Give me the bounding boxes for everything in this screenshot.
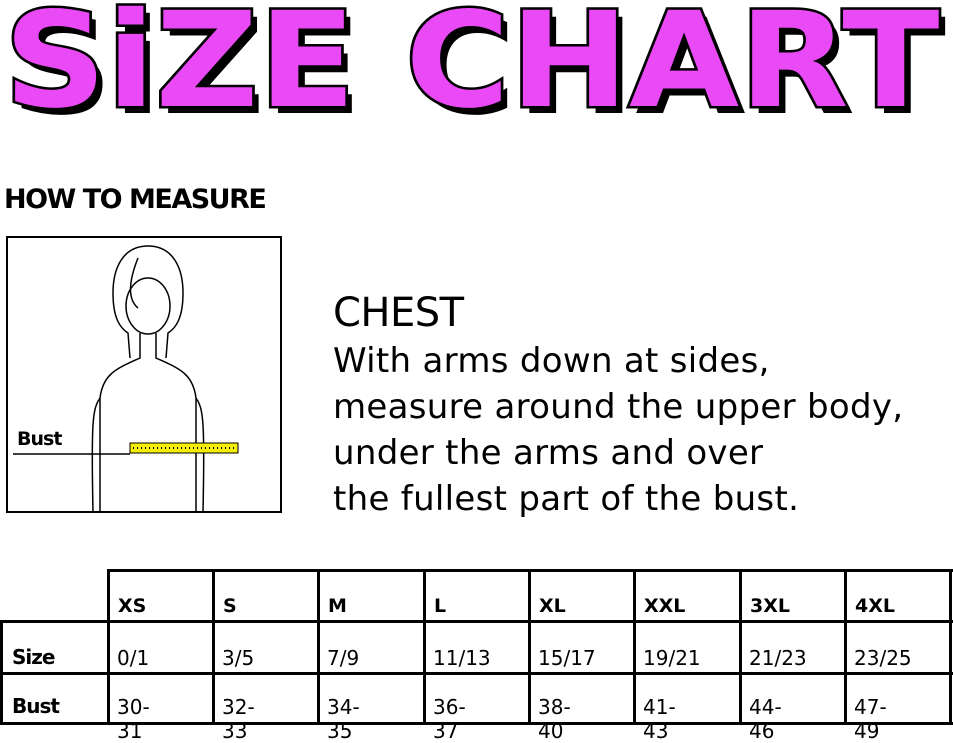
table-border bbox=[633, 569, 636, 725]
column-header: M bbox=[328, 595, 347, 617]
table-cell: 36-37 bbox=[433, 695, 466, 743]
table-border bbox=[107, 569, 110, 725]
table-border bbox=[528, 569, 531, 725]
size-chart-title: SiZE CHART bbox=[1, 0, 942, 139]
column-header: S bbox=[223, 595, 237, 617]
row-label: Bust bbox=[12, 694, 60, 718]
column-header: 3XL bbox=[750, 595, 790, 617]
instruction-line: With arms down at sides, bbox=[333, 341, 770, 381]
table-border bbox=[0, 672, 953, 675]
table-cell: 21/23 bbox=[749, 646, 807, 670]
table-cell: 44-46 bbox=[749, 695, 782, 743]
column-header: L bbox=[434, 595, 447, 617]
table-border bbox=[949, 569, 952, 725]
how-to-measure-heading: HOW TO MEASURE bbox=[4, 184, 267, 215]
bust-label: Bust bbox=[17, 428, 62, 450]
table-border bbox=[423, 569, 426, 725]
instruction-line: under the arms and over bbox=[333, 433, 764, 473]
table-border bbox=[0, 620, 953, 623]
table-border bbox=[317, 569, 320, 725]
measure-illustration: Bust bbox=[6, 236, 282, 513]
column-header: XXL bbox=[644, 595, 686, 617]
table-cell: 38-40 bbox=[538, 695, 571, 743]
table-cell: 11/13 bbox=[433, 646, 491, 670]
row-label: Size bbox=[12, 645, 55, 669]
table-cell: 30-31 bbox=[117, 695, 150, 743]
instruction-line: the fullest part of the bust. bbox=[333, 479, 800, 519]
table-cell: 41-43 bbox=[643, 695, 676, 743]
table-cell: 7/9 bbox=[327, 646, 360, 670]
table-cell: 15/17 bbox=[538, 646, 596, 670]
table-border bbox=[739, 569, 742, 725]
column-header: 4XL bbox=[855, 595, 895, 617]
table-border bbox=[0, 722, 953, 725]
table-cell: 23/25 bbox=[854, 646, 912, 670]
table-cell: 34-35 bbox=[327, 695, 360, 743]
table-border bbox=[0, 620, 3, 725]
table-cell: 47-49 bbox=[854, 695, 887, 743]
table-cell: 32-33 bbox=[222, 695, 255, 743]
column-header: XS bbox=[118, 595, 147, 617]
column-header: XL bbox=[539, 595, 566, 617]
table-cell: 19/21 bbox=[643, 646, 701, 670]
woman-figure-icon bbox=[13, 245, 239, 512]
table-cell: 0/1 bbox=[117, 646, 150, 670]
table-border bbox=[844, 569, 847, 725]
table-cell: 3/5 bbox=[222, 646, 255, 670]
chest-heading: CHEST bbox=[333, 290, 464, 336]
instruction-line: measure around the upper body, bbox=[333, 387, 904, 427]
table-border bbox=[212, 569, 215, 725]
